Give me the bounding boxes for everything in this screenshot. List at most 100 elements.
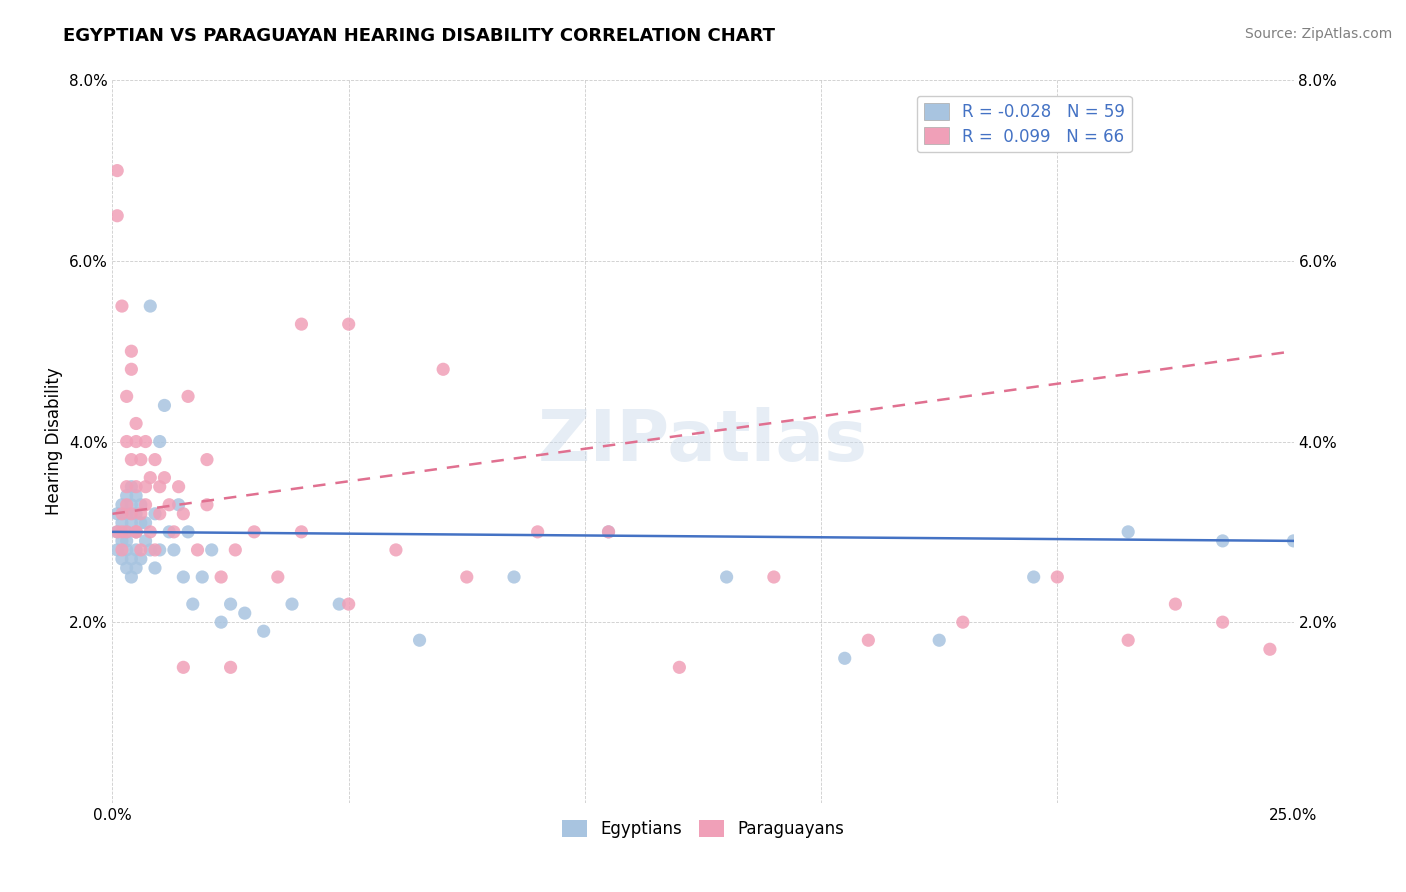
Point	[167, 498, 190, 512]
Point	[762, 570, 785, 584]
Point	[337, 597, 360, 611]
Point	[139, 471, 162, 485]
Point	[267, 570, 290, 584]
Point	[115, 498, 138, 512]
Point	[1164, 597, 1187, 611]
Point	[143, 561, 166, 575]
Point	[143, 452, 166, 467]
Point	[129, 507, 152, 521]
Text: ZIPatlas: ZIPatlas	[538, 407, 868, 476]
Point	[209, 615, 232, 630]
Point	[290, 524, 312, 539]
Point	[172, 570, 194, 584]
Point	[1046, 570, 1069, 584]
Point	[125, 489, 148, 503]
Point	[111, 299, 134, 313]
Point	[129, 552, 152, 566]
Point	[129, 516, 152, 530]
Point	[129, 498, 152, 512]
Point	[105, 163, 128, 178]
Point	[135, 498, 157, 512]
Point	[115, 389, 138, 403]
Point	[105, 524, 128, 539]
Point	[139, 524, 162, 539]
Point	[153, 398, 176, 412]
Point	[125, 480, 148, 494]
Point	[149, 542, 172, 557]
Point	[149, 480, 172, 494]
Point	[129, 452, 152, 467]
Point	[120, 480, 142, 494]
Point	[135, 480, 157, 494]
Point	[135, 434, 157, 449]
Point	[120, 362, 142, 376]
Point	[408, 633, 430, 648]
Point	[928, 633, 950, 648]
Point	[1282, 533, 1305, 548]
Point	[177, 524, 200, 539]
Point	[195, 452, 218, 467]
Point	[115, 561, 138, 575]
Point	[111, 498, 134, 512]
Point	[105, 209, 128, 223]
Point	[385, 542, 408, 557]
Point	[716, 570, 738, 584]
Point	[115, 524, 138, 539]
Point	[157, 498, 180, 512]
Text: EGYPTIAN VS PARAGUAYAN HEARING DISABILITY CORRELATION CHART: EGYPTIAN VS PARAGUAYAN HEARING DISABILIT…	[63, 27, 775, 45]
Point	[456, 570, 478, 584]
Point	[219, 660, 242, 674]
Point	[115, 524, 138, 539]
Point	[139, 542, 162, 557]
Point	[328, 597, 350, 611]
Point	[125, 524, 148, 539]
Point	[111, 516, 134, 530]
Point	[120, 452, 142, 467]
Point	[125, 507, 148, 521]
Point	[115, 533, 138, 548]
Point	[111, 552, 134, 566]
Point	[105, 542, 128, 557]
Point	[167, 480, 190, 494]
Point	[115, 542, 138, 557]
Legend: Egyptians, Paraguayans: Egyptians, Paraguayans	[555, 814, 851, 845]
Point	[172, 507, 194, 521]
Point	[1116, 524, 1139, 539]
Point	[858, 633, 880, 648]
Point	[598, 524, 620, 539]
Point	[120, 570, 142, 584]
Point	[157, 524, 180, 539]
Point	[105, 524, 128, 539]
Point	[219, 597, 242, 611]
Point	[243, 524, 266, 539]
Point	[1116, 633, 1139, 648]
Point	[120, 344, 142, 359]
Point	[503, 570, 526, 584]
Point	[224, 542, 246, 557]
Point	[115, 434, 138, 449]
Point	[135, 533, 157, 548]
Point	[115, 489, 138, 503]
Point	[1212, 615, 1234, 630]
Point	[120, 552, 142, 566]
Point	[526, 524, 548, 539]
Point	[1258, 642, 1281, 657]
Point	[1212, 533, 1234, 548]
Point	[181, 597, 204, 611]
Point	[201, 542, 224, 557]
Point	[125, 561, 148, 575]
Point	[209, 570, 232, 584]
Point	[143, 507, 166, 521]
Point	[111, 524, 134, 539]
Point	[952, 615, 974, 630]
Point	[834, 651, 856, 665]
Point	[111, 533, 134, 548]
Point	[153, 471, 176, 485]
Point	[281, 597, 304, 611]
Point	[125, 434, 148, 449]
Point	[111, 507, 134, 521]
Point	[149, 434, 172, 449]
Text: Source: ZipAtlas.com: Source: ZipAtlas.com	[1244, 27, 1392, 41]
Point	[115, 480, 138, 494]
Point	[186, 542, 208, 557]
